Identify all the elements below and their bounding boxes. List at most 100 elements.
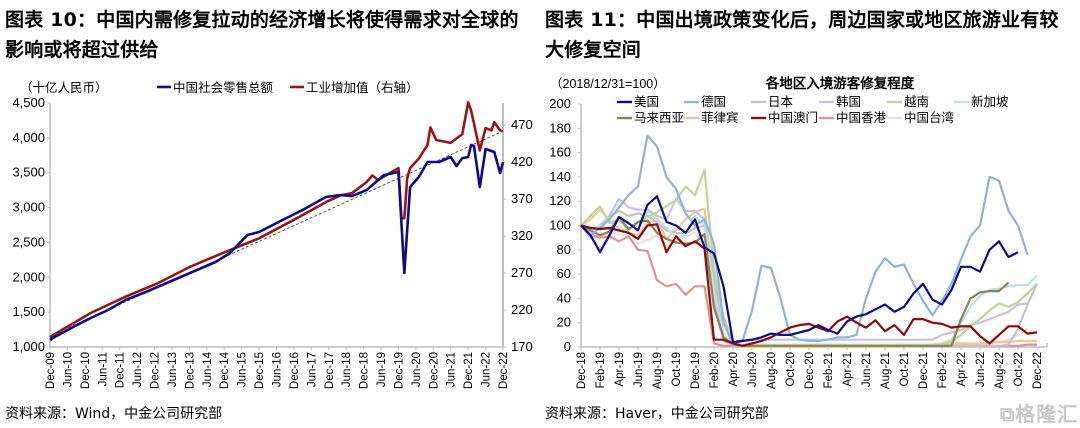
x-tick-label: Dec-19 xyxy=(393,352,405,389)
x-tick-label: Dec-13 xyxy=(184,352,196,389)
x-tick-label: Jun-19 xyxy=(633,352,645,387)
y-right-tick-label: 470 xyxy=(511,117,533,132)
x-tick-label: Apr-20 xyxy=(728,352,740,387)
legend-label: 中国台湾 xyxy=(904,110,954,125)
y-left-tick-label: 3,500 xyxy=(12,165,45,180)
y-right-tick-label: 270 xyxy=(511,265,533,280)
series-line-industrial-value-added xyxy=(49,101,504,339)
series-line-德国 xyxy=(580,134,1029,346)
x-tick-label: Apr-22 xyxy=(956,352,968,387)
x-tick-label: Apr-19 xyxy=(614,352,626,387)
series-line-马来西亚 xyxy=(580,215,1010,347)
y-right-tick-label: 370 xyxy=(511,191,533,206)
x-tick-label: Feb-22 xyxy=(937,352,949,388)
legend-label: 德国 xyxy=(701,94,726,109)
y-tick-label: 160 xyxy=(549,145,571,160)
series-line-中国台湾 xyxy=(580,224,1029,347)
y-tick-label: 40 xyxy=(557,290,571,305)
series-line-中国澳门 xyxy=(580,223,1038,347)
x-tick-label: Aug-22 xyxy=(994,352,1006,389)
x-tick-label: Jun-21 xyxy=(446,352,458,387)
x-tick-label: Jun-18 xyxy=(341,352,353,387)
legend-label: 中国澳门 xyxy=(768,110,818,125)
x-tick-label: Feb-20 xyxy=(709,352,721,388)
y-tick-label: 0 xyxy=(564,339,571,354)
chart-title: 各地区入境游客修复程度 xyxy=(765,75,915,91)
x-tick-label: Dec-14 xyxy=(219,351,231,389)
x-tick-label: Jun-17 xyxy=(306,352,318,387)
legend-label: 菲律宾 xyxy=(701,110,739,125)
y-left-tick-label: 4,000 xyxy=(12,130,45,145)
x-tick-label: Jun-19 xyxy=(376,352,388,387)
x-tick-label: Dec-18 xyxy=(576,352,588,389)
x-tick-label: Jun-15 xyxy=(237,352,249,387)
x-tick-label: Jun-11 xyxy=(97,352,109,386)
y-left-tick-label: 1,000 xyxy=(12,339,45,354)
x-tick-label: Dec-20 xyxy=(804,352,816,389)
x-tick-label: Aug-19 xyxy=(652,352,664,389)
y-left-tick-label: 4,500 xyxy=(12,95,45,110)
figure10-source: 资料来源：Wind，中金公司研究部 xyxy=(5,406,223,422)
figure11-source: 资料来源：Haver，中金公司研究部 xyxy=(545,406,769,422)
legend-label: 马来西亚 xyxy=(634,111,684,125)
x-tick-label: Jun-16 xyxy=(272,352,284,387)
y-tick-label: 80 xyxy=(557,242,571,257)
series-line-retail-sales xyxy=(49,143,505,342)
y-right-tick-label: 320 xyxy=(511,228,533,243)
x-tick-label: Jun-22 xyxy=(481,352,493,387)
trendline xyxy=(49,130,504,337)
x-tick-label: Jun-10 xyxy=(62,352,74,387)
y-axis-units-label: （十亿人民币） xyxy=(20,80,108,95)
x-tick-label: Dec-21 xyxy=(918,352,930,389)
series-line-新加坡 xyxy=(580,209,1038,347)
x-tick-label: Jun-21 xyxy=(861,352,873,387)
y-right-tick-label: 220 xyxy=(511,302,533,317)
y-tick-label: 140 xyxy=(549,169,571,184)
x-tick-label: Dec-20 xyxy=(428,352,440,389)
x-tick-label: Jun-12 xyxy=(132,352,144,387)
x-tick-label: Dec-15 xyxy=(254,352,266,389)
y-tick-label: 20 xyxy=(557,315,571,330)
y-left-tick-label: 3,000 xyxy=(12,200,45,215)
legend-label: 中国社会零售总额 xyxy=(173,80,274,95)
y-tick-label: 180 xyxy=(549,120,571,135)
y-right-tick-label: 170 xyxy=(511,339,533,354)
x-tick-label: Dec-10 xyxy=(80,352,92,389)
legend-label: 中国香港 xyxy=(836,110,887,125)
legend-label: 日本 xyxy=(768,95,794,109)
y-axis-units-label: （2018/12/31=100） xyxy=(550,77,666,91)
x-tick-label: Dec-22 xyxy=(1032,352,1044,389)
x-tick-label: Oct-21 xyxy=(899,352,911,387)
x-tick-label: Oct-19 xyxy=(671,352,683,387)
x-tick-label: Dec-16 xyxy=(289,352,301,389)
x-tick-label: Jun-20 xyxy=(411,352,423,387)
legend-label: 越南 xyxy=(904,94,929,109)
legend-label: 新加坡 xyxy=(971,94,1009,109)
y-left-tick-label: 2,500 xyxy=(12,234,45,249)
x-tick-label: Jun-13 xyxy=(167,352,179,387)
figure10-title: 图表 10：中国内需修复拉动的经济增长将使得需求对全球的影响或将超过供给 xyxy=(5,9,519,61)
series-line-美国 xyxy=(580,195,1019,344)
legend-label: 韩国 xyxy=(836,94,861,109)
x-tick-label: Dec-12 xyxy=(150,352,162,389)
x-tick-label: Aug-21 xyxy=(880,352,892,389)
watermark-logo: ⧉格隆汇 xyxy=(1000,402,1079,426)
figure11-title: 图表 11：中国出境政策变化后，周边国家或地区旅游业有较大修复空间 xyxy=(545,9,1059,61)
legend-label: 美国 xyxy=(634,95,659,109)
x-tick-label: Oct-22 xyxy=(1013,352,1025,387)
x-tick-label: Dec-21 xyxy=(463,352,475,389)
y-tick-label: 120 xyxy=(549,193,571,208)
y-left-tick-label: 2,000 xyxy=(12,269,45,284)
x-tick-label: Dec-09 xyxy=(45,352,57,389)
x-tick-label: Feb-19 xyxy=(595,352,607,388)
x-tick-label: Dec-22 xyxy=(498,352,510,389)
x-tick-label: Jun-20 xyxy=(747,352,759,387)
y-tick-label: 100 xyxy=(549,218,571,233)
y-right-tick-label: 420 xyxy=(511,154,533,169)
x-tick-label: Jun-14 xyxy=(202,351,214,387)
x-tick-label: Jun-22 xyxy=(975,352,987,387)
y-tick-label: 200 xyxy=(549,96,571,111)
y-left-tick-label: 1,500 xyxy=(12,304,45,319)
y-tick-label: 60 xyxy=(557,266,571,281)
